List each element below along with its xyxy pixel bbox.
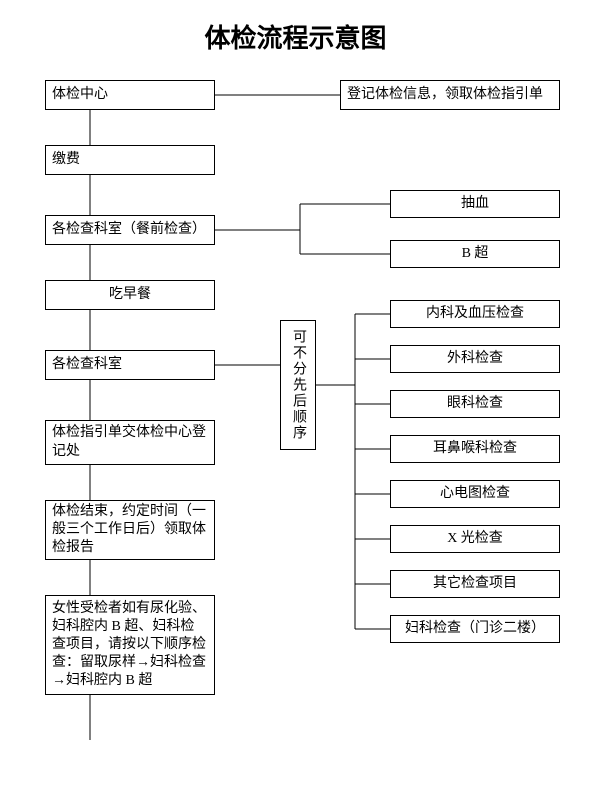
node-n1r: 登记体检信息，领取体检指引单 <box>340 80 560 110</box>
node-n5: 各检查科室 <box>45 350 215 380</box>
node-r2: B 超 <box>390 240 560 268</box>
node-e6: X 光检查 <box>390 525 560 553</box>
node-n8: 女性受检者如有尿化验、妇科腔内 B 超、妇科检查项目，请按以下顺序检查：留取尿样… <box>45 595 215 695</box>
node-n7: 体检结束，约定时间（一般三个工作日后）领取体检报告 <box>45 500 215 560</box>
node-e5: 心电图检查 <box>390 480 560 508</box>
node-r1: 抽血 <box>390 190 560 218</box>
node-e1: 内科及血压检查 <box>390 300 560 328</box>
node-e2: 外科检查 <box>390 345 560 373</box>
node-n6: 体检指引单交体检中心登记处 <box>45 420 215 465</box>
page-title: 体检流程示意图 <box>0 18 591 55</box>
node-n2: 缴费 <box>45 145 215 175</box>
node-n4: 吃早餐 <box>45 280 215 310</box>
node-n3: 各检查科室（餐前检查） <box>45 215 215 245</box>
node-e7: 其它检查项目 <box>390 570 560 598</box>
node-n1: 体检中心 <box>45 80 215 110</box>
node-e8: 妇科检查（门诊二楼） <box>390 615 560 643</box>
node-e3: 眼科检查 <box>390 390 560 418</box>
node-e4: 耳鼻喉科检查 <box>390 435 560 463</box>
node-mid: 可不分先后顺序 <box>280 320 316 450</box>
